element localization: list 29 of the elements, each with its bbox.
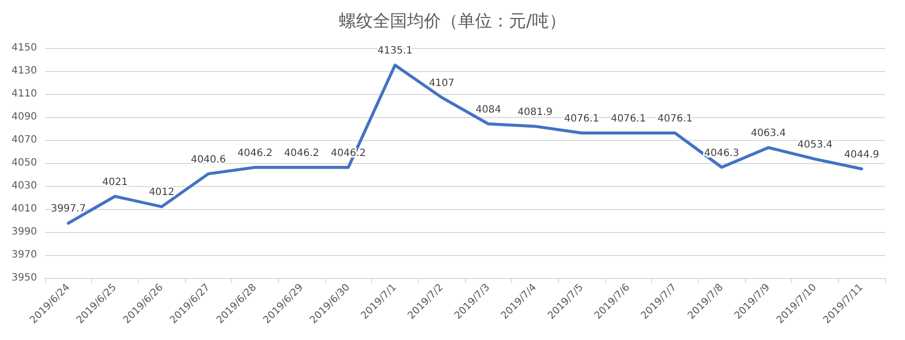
data-label: 4040.6 bbox=[190, 154, 226, 166]
y-tick-label: 4010 bbox=[12, 204, 37, 214]
y-tick-label: 4110 bbox=[12, 88, 37, 100]
data-label: 4044.9 bbox=[844, 149, 880, 160]
data-label: 4053.4 bbox=[798, 140, 832, 151]
data-label: 4021 bbox=[102, 176, 128, 188]
y-tick-label: 4130 bbox=[12, 66, 37, 76]
y-tick-label: 3950 bbox=[12, 272, 37, 284]
y-tick-label: 3970 bbox=[12, 250, 37, 260]
data-label: 4084 bbox=[476, 104, 502, 116]
data-label: 4046.2 bbox=[238, 148, 272, 159]
data-label: 4076.1 bbox=[564, 113, 600, 124]
chart-title: 螺纹全国均价（单位：元/吨） bbox=[339, 12, 566, 32]
y-tick-label: 4070 bbox=[12, 134, 37, 146]
y-tick-label: 4030 bbox=[12, 180, 37, 192]
data-label: 4107 bbox=[428, 78, 454, 89]
data-label: 4135.1 bbox=[378, 46, 412, 57]
data-label: 3997.7 bbox=[50, 204, 86, 215]
data-label: 4012 bbox=[148, 187, 174, 198]
y-tick-label: 4150 bbox=[12, 42, 37, 54]
data-label: 4046.3 bbox=[704, 148, 740, 159]
data-label: 4076.1 bbox=[610, 113, 646, 124]
data-label: 4081.9 bbox=[518, 106, 552, 118]
data-label: 4076.1 bbox=[658, 113, 692, 124]
data-label: 4063.4 bbox=[750, 128, 786, 140]
y-tick-label: 4090 bbox=[12, 112, 37, 122]
y-tick-label: 4050 bbox=[12, 158, 37, 168]
y-tick-label: 3990 bbox=[12, 226, 37, 238]
data-label: 4046.2 bbox=[284, 148, 320, 159]
